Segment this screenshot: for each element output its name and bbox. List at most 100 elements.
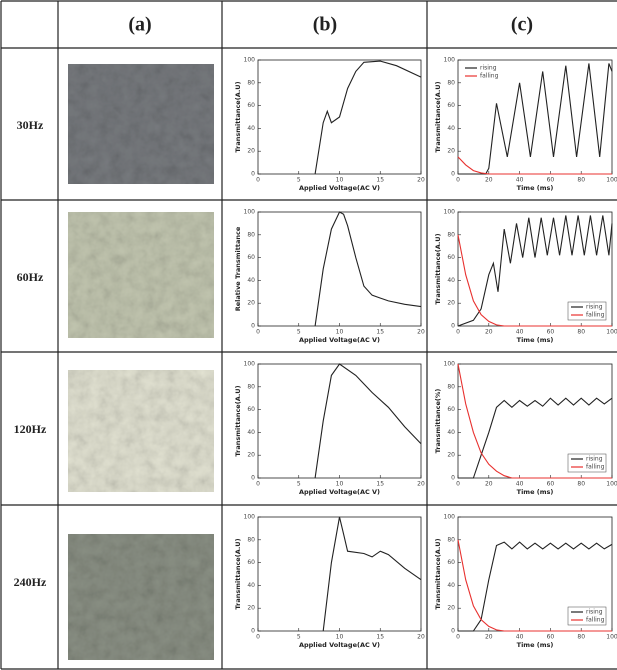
column-header: (b)	[313, 14, 337, 36]
x-axis-label: Time (ms)	[517, 488, 554, 496]
y-tick-label: 20	[447, 300, 455, 307]
y-tick-label: 80	[447, 231, 455, 238]
x-tick-label: 0	[456, 481, 460, 488]
x-tick-label: 80	[577, 329, 585, 336]
x-tick-label: 60	[547, 634, 555, 641]
x-tick-label: 15	[376, 481, 384, 488]
y-tick-label: 60	[447, 559, 455, 566]
y-axis-label: Transmittance(A.U)	[434, 233, 442, 304]
x-axis-label: Applied Voltage(AC V)	[299, 641, 380, 649]
y-tick-label: 80	[447, 79, 455, 86]
y-tick-label: 0	[451, 475, 455, 482]
x-tick-label: 60	[547, 329, 555, 336]
y-tick-label: 0	[451, 323, 455, 330]
x-tick-label: 10	[336, 481, 344, 488]
y-tick-label: 20	[247, 452, 255, 459]
x-tick-label: 0	[456, 329, 460, 336]
x-tick-label: 20	[417, 177, 425, 184]
y-tick-label: 20	[447, 148, 455, 155]
figure: (a) (b) (c) 30Hz02040608010005101520Appl…	[0, 0, 617, 670]
micrograph	[68, 64, 214, 184]
x-tick-label: 20	[417, 634, 425, 641]
y-tick-label: 40	[247, 125, 255, 132]
y-tick-label: 80	[447, 536, 455, 543]
column-header: (a)	[128, 14, 151, 36]
y-tick-label: 20	[247, 300, 255, 307]
x-tick-label: 0	[256, 481, 260, 488]
row-label: 30Hz	[17, 118, 44, 132]
y-tick-label: 60	[247, 559, 255, 566]
column-header: (c)	[511, 14, 533, 36]
x-axis-label: Applied Voltage(AC V)	[299, 488, 380, 496]
y-tick-label: 0	[251, 171, 255, 178]
x-tick-label: 5	[297, 329, 301, 336]
y-axis-label: Transmittance(A.U)	[234, 81, 242, 152]
y-axis-label: Relative Transmittance	[234, 226, 242, 311]
x-tick-label: 100	[606, 329, 617, 336]
y-tick-label: 60	[247, 254, 255, 261]
y-tick-label: 80	[247, 536, 255, 543]
x-tick-label: 40	[516, 177, 524, 184]
y-tick-label: 20	[247, 148, 255, 155]
y-tick-label: 40	[447, 277, 455, 284]
x-axis-label: Time (ms)	[517, 641, 554, 649]
legend-label: falling	[586, 312, 605, 319]
y-tick-label: 100	[244, 514, 256, 521]
x-tick-label: 0	[256, 329, 260, 336]
y-tick-label: 40	[247, 582, 255, 589]
legend-label: falling	[586, 464, 605, 471]
x-axis-label: Applied Voltage(AC V)	[299, 184, 380, 192]
x-tick-label: 0	[456, 634, 460, 641]
micrograph	[68, 370, 214, 492]
legend-label: falling	[480, 73, 499, 80]
x-tick-label: 20	[485, 481, 493, 488]
y-tick-label: 100	[244, 209, 256, 216]
y-tick-label: 20	[447, 605, 455, 612]
x-tick-label: 15	[376, 634, 384, 641]
micrograph	[68, 534, 214, 660]
y-tick-label: 40	[247, 277, 255, 284]
x-tick-label: 15	[376, 329, 384, 336]
y-axis-label: Transmittance(A.U)	[434, 538, 442, 609]
legend-label: rising	[586, 456, 603, 463]
y-tick-label: 80	[247, 231, 255, 238]
y-tick-label: 20	[247, 605, 255, 612]
y-tick-label: 100	[444, 57, 456, 64]
plot-frame	[258, 212, 421, 326]
x-tick-label: 10	[336, 634, 344, 641]
x-tick-label: 20	[417, 481, 425, 488]
x-tick-label: 100	[606, 481, 617, 488]
x-tick-label: 100	[606, 177, 617, 184]
row-label: 120Hz	[14, 422, 47, 436]
y-tick-label: 0	[451, 628, 455, 635]
x-tick-label: 15	[376, 177, 384, 184]
x-tick-label: 5	[297, 481, 301, 488]
x-tick-label: 20	[485, 177, 493, 184]
legend-label: rising	[480, 65, 497, 72]
y-tick-label: 60	[247, 102, 255, 109]
plot-frame	[258, 364, 421, 478]
micrograph	[68, 212, 214, 338]
x-axis-label: Time (ms)	[517, 336, 554, 344]
y-tick-label: 40	[447, 125, 455, 132]
x-tick-label: 10	[336, 177, 344, 184]
data-line	[458, 157, 612, 174]
y-tick-label: 40	[447, 582, 455, 589]
x-tick-label: 10	[336, 329, 344, 336]
x-tick-label: 40	[516, 481, 524, 488]
y-axis-label: Transmittance(%)	[434, 389, 442, 454]
y-tick-label: 80	[247, 383, 255, 390]
x-tick-label: 20	[417, 329, 425, 336]
x-tick-label: 80	[577, 481, 585, 488]
y-tick-label: 0	[451, 171, 455, 178]
x-tick-label: 40	[516, 634, 524, 641]
y-tick-label: 60	[447, 254, 455, 261]
y-axis-label: Transmittance(A.U)	[234, 385, 242, 456]
data-line	[315, 61, 421, 174]
x-tick-label: 100	[606, 634, 617, 641]
y-tick-label: 0	[251, 628, 255, 635]
y-axis-label: Transmittance(A.U)	[234, 538, 242, 609]
data-line	[315, 212, 421, 326]
y-tick-label: 100	[244, 361, 256, 368]
y-tick-label: 0	[251, 323, 255, 330]
